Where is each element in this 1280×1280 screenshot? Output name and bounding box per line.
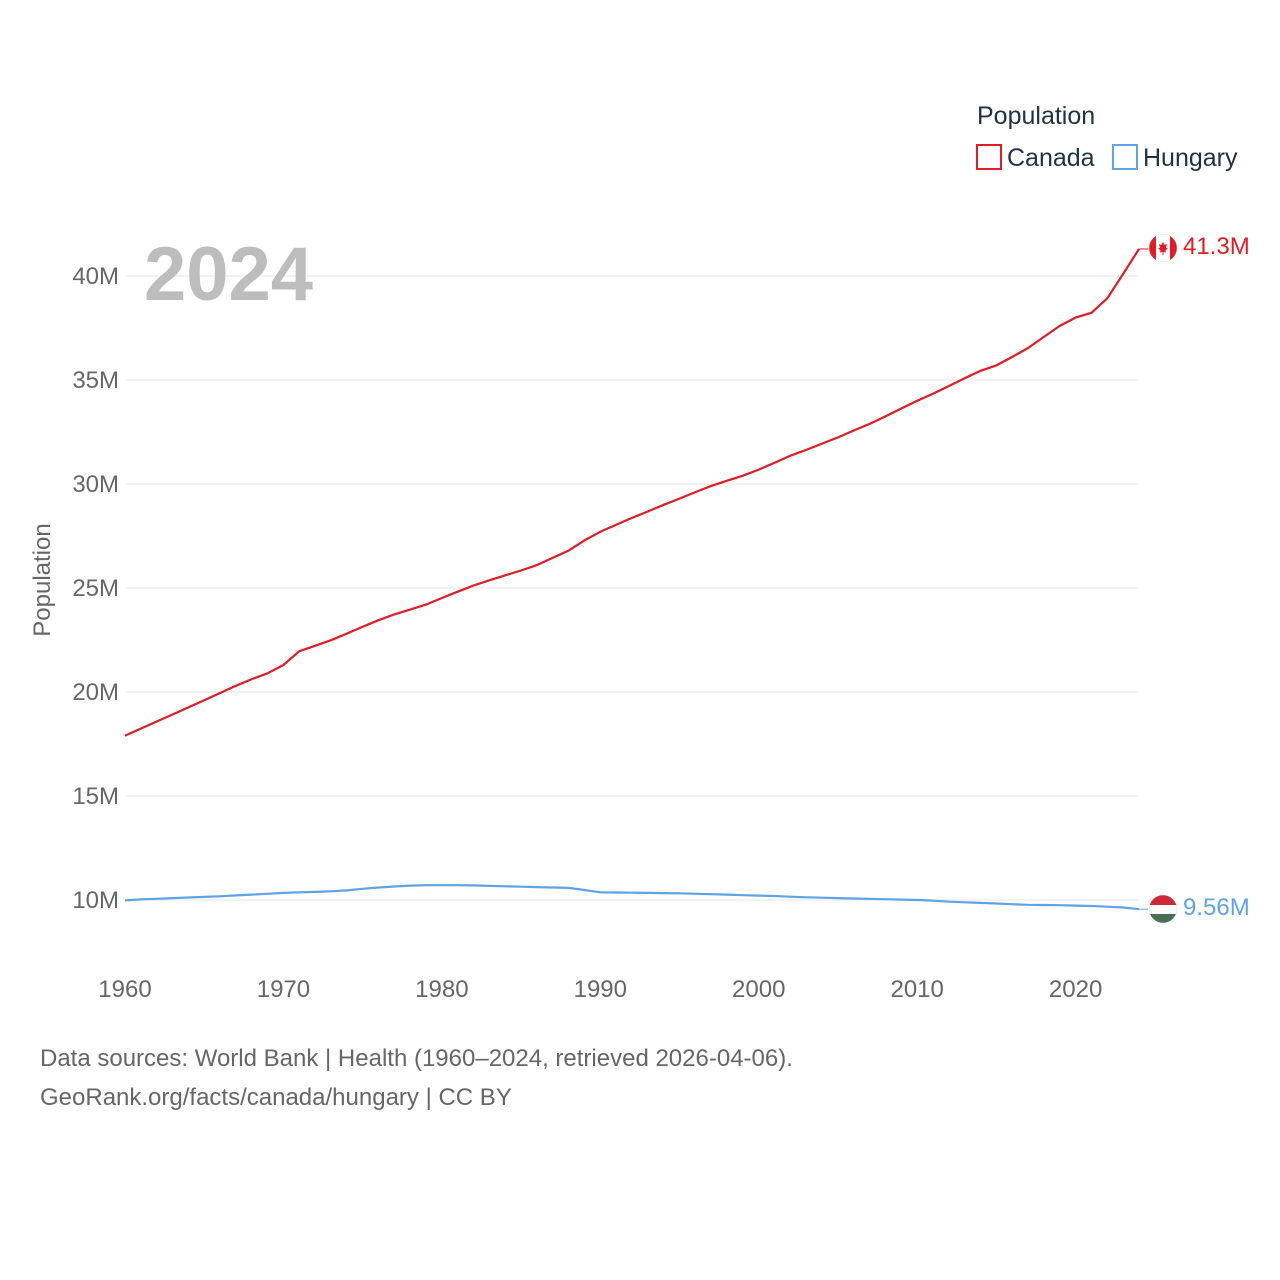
x-tick-label: 1970 <box>257 976 310 1003</box>
x-axis-ticks: 1960 1970 1980 1990 2000 2010 2020 <box>98 976 1102 1003</box>
legend-label-hungary: Hungary <box>1143 144 1238 172</box>
y-tick-label: 40M <box>72 263 119 290</box>
series-line-hungary <box>124 884 1140 911</box>
hungary-end-value-label: 9.56M <box>1183 894 1250 921</box>
y-tick-label: 20M <box>72 679 119 706</box>
y-axis-label: Population <box>29 523 56 636</box>
year-label: 2024 <box>144 232 313 317</box>
x-tick-label: 2020 <box>1049 976 1102 1003</box>
x-tick-label: 2000 <box>732 976 785 1003</box>
y-axis-ticks: 10M 15M 20M 25M 30M 35M 40M <box>72 263 119 914</box>
data-sources-note: Data sources: World Bank | Health (1960–… <box>40 1045 793 1072</box>
legend-title: Population <box>977 102 1095 130</box>
legend-item-canada[interactable]: Canada <box>976 144 1095 172</box>
y-tick-label: 10M <box>72 887 119 914</box>
y-tick-label: 25M <box>72 575 119 602</box>
y-tick-label: 35M <box>72 367 119 394</box>
series-lines <box>124 248 1148 911</box>
y-tick-label: 15M <box>72 783 119 810</box>
gridlines <box>125 275 1139 901</box>
x-tick-label: 1980 <box>415 976 468 1003</box>
x-tick-label: 2010 <box>890 976 943 1003</box>
x-tick-label: 1960 <box>98 976 151 1003</box>
credit-link[interactable]: GeoRank.org/facts/canada/hungary | CC BY <box>40 1084 512 1111</box>
legend-label-canada: Canada <box>1007 144 1095 172</box>
legend-swatch-canada <box>976 144 1002 170</box>
legend-item-hungary[interactable]: Hungary <box>1112 144 1238 172</box>
y-tick-label: 30M <box>72 471 119 498</box>
legend-swatch-hungary <box>1112 144 1138 170</box>
legend[interactable]: Population Canada Hungary <box>976 102 1238 172</box>
x-tick-label: 1990 <box>574 976 627 1003</box>
canada-flag-icon <box>1148 233 1178 263</box>
series-line-canada <box>124 248 1140 737</box>
hungary-flag-icon <box>1148 894 1178 924</box>
canada-end-value-label: 41.3M <box>1183 233 1250 260</box>
